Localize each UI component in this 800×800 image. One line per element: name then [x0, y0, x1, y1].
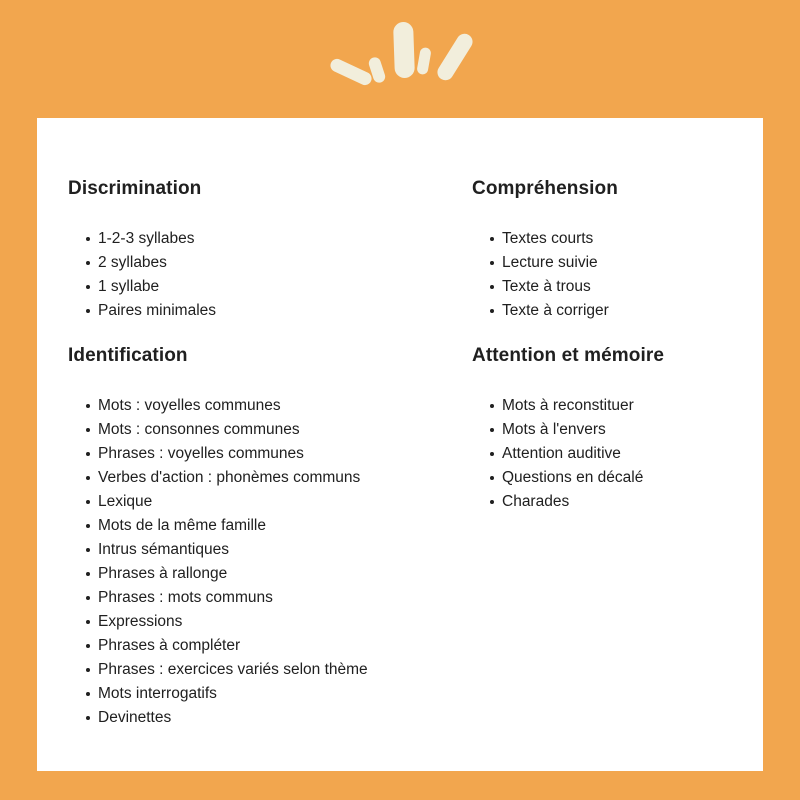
list-item: Intrus sémantiques	[68, 538, 472, 562]
list-item: 2 syllabes	[68, 251, 472, 275]
section-list: Mots à reconstituer Mots à l'envers Attent…	[472, 394, 743, 514]
list-item: 1-2-3 syllabes	[68, 227, 472, 251]
section-discrimination: Discrimination 1-2-3 syllabes 2 syllabes 1…	[68, 178, 472, 323]
section-title: Compréhension	[472, 178, 618, 199]
sunburst-strokes-icon	[330, 22, 473, 86]
list-item: Mots de la même famille	[68, 514, 472, 538]
list-item: Phrases : exercices variés selon thème	[68, 658, 472, 682]
section-comprehension: Compréhension Textes courts Lecture suivi…	[472, 178, 743, 323]
list-item: Attention auditive	[472, 442, 743, 466]
list-item: Mots interrogatifs	[68, 682, 472, 706]
section-title: Attention et mémoire	[472, 344, 665, 366]
content-card: Discrimination 1-2-3 syllabes 2 syllabes 1…	[37, 118, 763, 771]
list-item: Lexique	[68, 490, 472, 514]
list-item: Mots à l'envers	[472, 418, 743, 442]
section-identification: Identification Mots : voyelles communes M…	[68, 345, 472, 730]
list-item: Phrases : voyelles communes	[68, 442, 472, 466]
section-list: Textes courts Lecture suivie Texte à trous…	[472, 227, 743, 323]
list-item: Verbes d'action : phonèmes communs	[68, 466, 472, 490]
section-title: Discrimination	[68, 178, 202, 199]
list-item: Devinettes	[68, 706, 472, 730]
list-item: Mots : voyelles communes	[68, 394, 472, 418]
list-item: Texte à trous	[472, 275, 743, 299]
sections-grid: Discrimination 1-2-3 syllabes 2 syllabes 1…	[37, 118, 763, 730]
list-item: Textes courts	[472, 227, 743, 251]
list-item: 1 syllabe	[68, 275, 472, 299]
list-item: Paires minimales	[68, 299, 472, 323]
list-item: Texte à corriger	[472, 299, 743, 323]
section-title: Identification	[68, 344, 188, 366]
list-item: Charades	[472, 490, 743, 514]
section-list: 1-2-3 syllabes 2 syllabes 1 syllabe Paires …	[68, 227, 472, 323]
list-item: Mots à reconstituer	[472, 394, 743, 418]
list-item: Expressions	[68, 610, 472, 634]
list-item: Lecture suivie	[472, 251, 743, 275]
list-item: Phrases à rallonge	[68, 562, 472, 586]
list-item: Mots : consonnes communes	[68, 418, 472, 442]
section-list: Mots : voyelles communes Mots : consonnes…	[68, 394, 472, 730]
list-item: Phrases à compléter	[68, 634, 472, 658]
section-attention-memoire: Attention et mémoire Mots à reconstituer…	[472, 345, 743, 730]
list-item: Phrases : mots communs	[68, 586, 472, 610]
list-item: Questions en décalé	[472, 466, 743, 490]
